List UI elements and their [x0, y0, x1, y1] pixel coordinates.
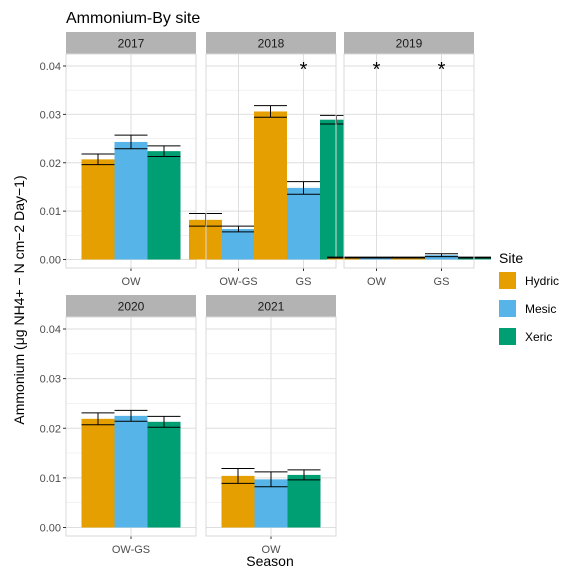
significance-marker: *: [300, 59, 308, 81]
x-tick-label: GS: [296, 276, 312, 288]
y-tick-label: 0.01: [40, 206, 61, 218]
legend-label-xeric: Xeric: [525, 330, 552, 344]
bar-hydric-ow: [82, 159, 115, 259]
strip-label: 2021: [258, 300, 285, 314]
y-axis-title: Ammonium (μg NH4+ − N cm−2 Day−1): [11, 175, 27, 424]
panel-2017: 2017 OW 0.00 0.01 0.02 0.03 0.04: [40, 32, 196, 288]
x-tick-label: OW-GS: [219, 276, 257, 288]
x-tick-label: GS: [434, 276, 450, 288]
y-tick-label: 0.00: [40, 255, 61, 267]
y-tick-label: 0.03: [40, 109, 61, 121]
legend-key-hydric: [499, 272, 516, 289]
y-tick-label: 0.03: [40, 374, 61, 386]
legend-key-mesic: [499, 300, 516, 317]
bar-xeric-ow: [288, 475, 321, 528]
y-tick-label: 0.04: [40, 61, 61, 73]
significance-marker: *: [438, 59, 446, 81]
strip-label: 2020: [118, 300, 145, 314]
significance-marker: *: [373, 59, 381, 81]
bar-mesic-ow-gs: [222, 229, 255, 259]
y-tick-label: 0.00: [40, 523, 61, 535]
legend-label-mesic: Mesic: [525, 302, 556, 316]
bar-hydric-gs: [254, 111, 287, 259]
legend-title: Site: [499, 250, 523, 266]
chart-title: Ammonium-By site: [66, 10, 200, 27]
panel-2018: 2018 OW-GS * GS: [189, 32, 353, 288]
bar-mesic-ow-gs: [115, 416, 148, 528]
x-tick-label: OW: [367, 276, 387, 288]
strip-label: 2017: [118, 37, 145, 51]
strip-label: 2019: [396, 37, 423, 51]
y-tick-label: 0.01: [40, 473, 61, 485]
panel-2020: 2020 OW-GS 0.00 0.01 0.02 0.03 0.04: [40, 295, 196, 556]
x-axis-title: Season: [246, 553, 293, 569]
legend-label-hydric: Hydric: [525, 274, 559, 288]
legend-key-xeric: [499, 328, 516, 345]
panel-2019: 2019 * OW * GS: [327, 32, 491, 288]
y-axis-title-text: Ammonium (μg NH4+ − N cm−2 Day−1): [11, 175, 27, 424]
legend: Site Hydric Mesic Xeric: [499, 250, 559, 345]
bar-xeric-ow-gs: [148, 422, 181, 528]
bar-xeric-ow: [148, 151, 181, 259]
bar-hydric-ow-gs: [82, 419, 115, 528]
bar-mesic-gs: [287, 188, 320, 260]
y-tick-label: 0.02: [40, 423, 61, 435]
facet-panels: 2017OW0.000.010.020.030.042018OW-GS*GS20…: [40, 32, 491, 556]
x-tick-label: OW: [122, 276, 142, 288]
x-tick-label: OW-GS: [112, 544, 150, 556]
bar-mesic-ow: [115, 142, 148, 260]
strip-label: 2018: [258, 37, 285, 51]
y-tick-label: 0.04: [40, 324, 61, 336]
y-tick-label: 0.02: [40, 158, 61, 170]
panel-background: [344, 54, 474, 268]
